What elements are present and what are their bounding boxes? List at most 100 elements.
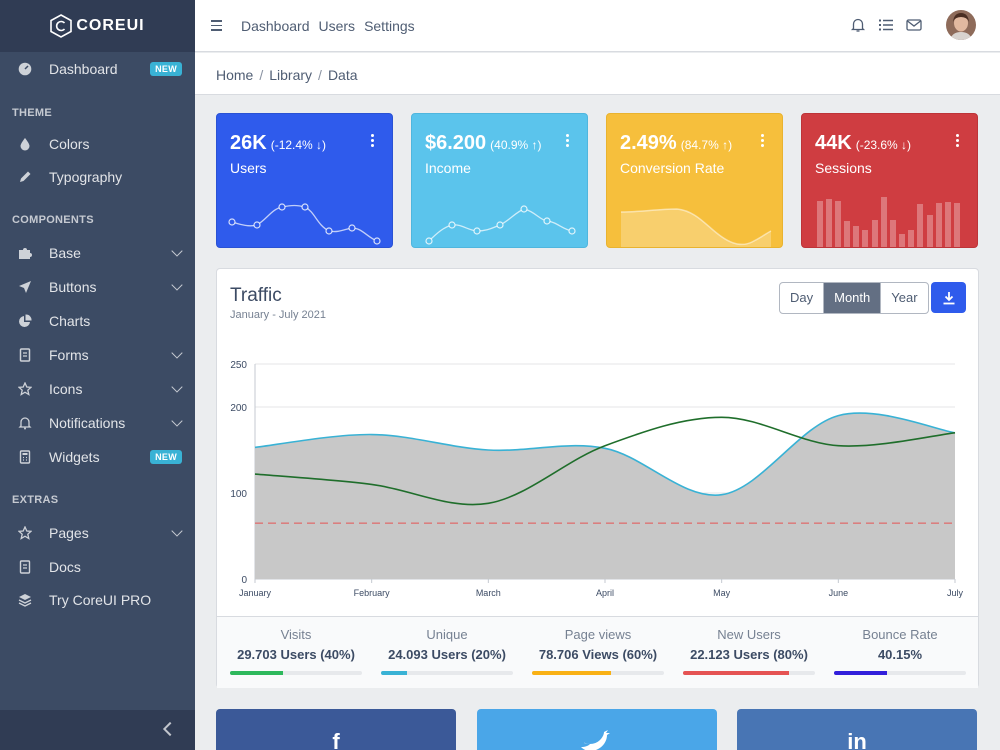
- menu-toggle-icon[interactable]: [211, 20, 222, 31]
- star-icon: [18, 382, 32, 396]
- coreui-logo-icon: [50, 14, 73, 38]
- widget-label: Conversion Rate: [620, 160, 725, 176]
- sidebar-item-dashboard[interactable]: Dashboard NEW: [0, 52, 195, 86]
- brand-logo[interactable]: COREUI: [0, 0, 195, 52]
- download-button[interactable]: [931, 282, 966, 313]
- series-line-1: [254, 416, 956, 506]
- chevron-down-icon: [171, 525, 183, 537]
- series-line-0: [254, 412, 956, 496]
- facebook-icon: f: [332, 729, 340, 750]
- stat-label: Unique: [426, 627, 468, 642]
- chevron-left-icon: [162, 721, 178, 737]
- sidebar-item-base[interactable]: Base: [0, 236, 195, 270]
- widget-bar-chart: [817, 197, 960, 247]
- more-options-icon[interactable]: [956, 134, 959, 149]
- more-options-icon[interactable]: [761, 134, 764, 149]
- calculator-icon: [18, 450, 32, 464]
- bell-icon[interactable]: [850, 17, 866, 33]
- y-tick-label: 0: [241, 575, 247, 586]
- sidebar-item-forms[interactable]: Forms: [0, 338, 195, 372]
- widget-change: (-23.6% ↓): [855, 138, 912, 152]
- breadcrumb-separator: /: [318, 67, 322, 83]
- widget-value: $6.200 (40.9% ↑): [425, 132, 542, 154]
- x-tick-label: February: [354, 588, 391, 598]
- y-tick-label: 250: [230, 360, 247, 371]
- sidebar: COREUI Dashboard NEW THEME Colors Typogr…: [0, 0, 195, 750]
- list-icon[interactable]: [878, 17, 894, 33]
- drop-icon: [18, 137, 32, 151]
- progress-bar: [532, 671, 664, 675]
- header-nav-settings[interactable]: Settings: [364, 18, 415, 34]
- more-options-icon[interactable]: [371, 134, 374, 149]
- widget-sparkline: [228, 203, 381, 245]
- series-area-0: [255, 413, 955, 579]
- sidebar-item-widgets[interactable]: Widgets NEW: [0, 440, 195, 474]
- sidebar-item-pages[interactable]: Pages: [0, 516, 195, 550]
- range-button-year[interactable]: Year: [891, 290, 918, 305]
- card-title: Traffic: [230, 285, 282, 306]
- breadcrumb-item[interactable]: Library: [269, 67, 313, 83]
- progress-bar: [230, 671, 362, 675]
- chevron-down-icon: [171, 245, 183, 257]
- widget-conversion-rate: 2.49% (84.7% ↑) Conversion Rate: [606, 113, 783, 248]
- header-nav: Dashboard Users Settings: [241, 18, 415, 34]
- card-footer: Visits 29.703 Users (40%) Unique 24.093 …: [217, 616, 978, 688]
- section-title-theme: THEME: [12, 107, 52, 119]
- traffic-card: Traffic January - July 2021 Day Month Ye…: [216, 268, 979, 688]
- breadcrumb-separator: /: [259, 67, 264, 83]
- sidebar-item-buttons[interactable]: Buttons: [0, 270, 195, 304]
- avatar[interactable]: [946, 10, 976, 40]
- chart-pie-icon: [18, 314, 32, 328]
- chevron-down-icon: [171, 415, 183, 427]
- social-card-twitter: [477, 709, 717, 750]
- range-button-month[interactable]: Month: [824, 283, 882, 313]
- widget-change: (-12.4% ↓): [270, 138, 327, 152]
- breadcrumb-item[interactable]: Home: [216, 67, 254, 83]
- stat-value: 22.123 Users (80%): [690, 647, 808, 662]
- range-button-day[interactable]: Day: [780, 283, 825, 313]
- sidebar-item-typography[interactable]: Typography: [0, 160, 195, 194]
- widget-users: 26K (-12.4% ↓) Users: [216, 113, 393, 248]
- more-options-icon[interactable]: [566, 134, 569, 149]
- sidebar-item-notifications[interactable]: Notifications: [0, 406, 195, 440]
- sidebar-item-label: Typography: [49, 169, 123, 185]
- header-nav-dashboard[interactable]: Dashboard: [241, 18, 310, 34]
- stat-value: 78.706 Views (60%): [538, 647, 658, 662]
- sidebar-item-label: Widgets: [49, 449, 100, 465]
- card-subtitle: January - July 2021: [230, 309, 326, 321]
- x-tick-label: May: [713, 588, 731, 598]
- new-badge: NEW: [150, 450, 182, 464]
- range-button-group: Day Month Year: [779, 282, 929, 314]
- sidebar-item-icons[interactable]: Icons: [0, 372, 195, 406]
- widget-change: (84.7% ↑): [680, 138, 733, 152]
- section-title-components: COMPONENTS: [12, 214, 94, 226]
- sidebar-item-label: Icons: [49, 381, 83, 397]
- widget-sparkline: [425, 205, 576, 245]
- sidebar-item-colors[interactable]: Colors: [0, 127, 195, 161]
- sidebar-item-try-pro[interactable]: Try CoreUI PRO: [0, 583, 195, 617]
- stat-label: Page views: [564, 627, 632, 642]
- progress-fill: [834, 671, 887, 675]
- sidebar-minimizer-button[interactable]: [0, 710, 195, 750]
- x-tick-label: July: [947, 588, 964, 598]
- sidebar-item-label: Notifications: [49, 415, 126, 431]
- stat-value: 29.703 Users (40%): [237, 647, 355, 662]
- twitter-icon: [477, 729, 717, 750]
- sidebar-item-label: Colors: [49, 136, 90, 152]
- envelope-icon[interactable]: [906, 17, 922, 33]
- header-nav-users[interactable]: Users: [318, 18, 356, 34]
- sidebar-item-label: Dashboard: [49, 61, 118, 77]
- header-icons: [850, 17, 922, 33]
- widget-label: Income: [425, 160, 471, 176]
- puzzle-icon: [18, 246, 32, 260]
- cursor-icon: [18, 280, 32, 294]
- widget-value: 26K (-12.4% ↓): [230, 132, 327, 154]
- breadcrumb: Home / Library / Data: [216, 67, 358, 83]
- subheader: Home / Library / Data: [195, 53, 1000, 95]
- stat-bounce-rate: Bounce Rate 40.15%: [834, 627, 966, 675]
- sidebar-item-label: Docs: [49, 559, 81, 575]
- traffic-chart: 0 100 200 250 January February March April May Ju…: [230, 360, 964, 598]
- progress-fill: [532, 671, 612, 675]
- sidebar-item-docs[interactable]: Docs: [0, 550, 195, 584]
- sidebar-item-charts[interactable]: Charts: [0, 304, 195, 338]
